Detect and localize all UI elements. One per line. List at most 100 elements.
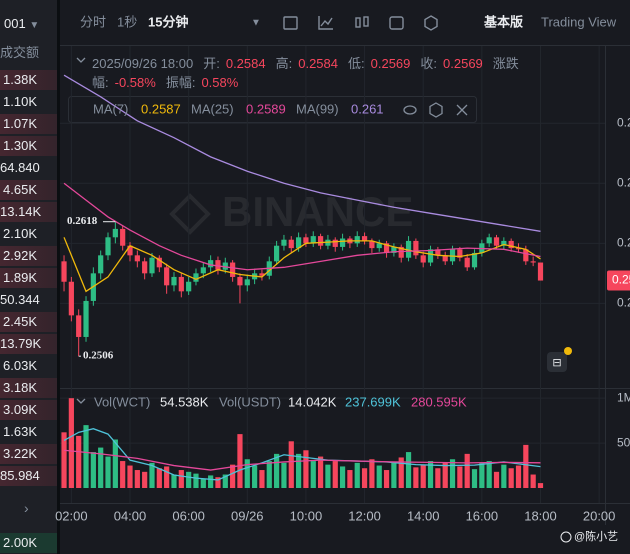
volume-bar bbox=[105, 456, 111, 488]
candle-body bbox=[376, 243, 382, 249]
volume-bar bbox=[339, 466, 346, 488]
icon-collapse[interactable] bbox=[76, 57, 86, 63]
candle-body bbox=[288, 239, 294, 249]
price-tag bbox=[607, 270, 630, 291]
expand-arrow[interactable]: › bbox=[24, 500, 29, 516]
icon-calendar[interactable] bbox=[283, 16, 298, 30]
volume-bar bbox=[391, 462, 397, 488]
volume-value: 64.840 bbox=[0, 160, 40, 175]
icon-collapse-vol[interactable] bbox=[76, 398, 86, 404]
candle-body bbox=[515, 248, 522, 250]
volume-bar bbox=[420, 464, 426, 488]
y-tick-label: 0.2550 bbox=[617, 296, 630, 310]
candle-body bbox=[237, 276, 243, 286]
volume-bar bbox=[252, 465, 258, 488]
ma-legend-name: MA(25) bbox=[191, 101, 234, 116]
volume-bar bbox=[295, 453, 302, 488]
column-header: 成交额 bbox=[0, 45, 40, 60]
version-tab[interactable]: 基本版 bbox=[483, 14, 523, 29]
ma-legend-value: 0.2587 bbox=[141, 101, 181, 116]
candle-body bbox=[208, 260, 214, 268]
candle-body bbox=[134, 255, 140, 262]
candle-body bbox=[68, 281, 74, 316]
icon-close[interactable] bbox=[456, 104, 468, 116]
volume-value: 6.03K bbox=[3, 358, 37, 373]
info-bar: 2025/09/26 18:00 开: 0.2584 高: 0.2584 低: 0.2569… bbox=[92, 54, 562, 92]
floating-button[interactable] bbox=[547, 352, 567, 372]
volume-bar bbox=[288, 441, 294, 488]
volume-bar bbox=[259, 470, 265, 488]
floating-button-icon: ⊟ bbox=[552, 357, 561, 369]
watermark-logo bbox=[169, 193, 211, 235]
candle-body bbox=[449, 249, 456, 262]
volume-bar bbox=[442, 462, 448, 488]
volume-bar bbox=[398, 457, 404, 488]
volume-bar bbox=[361, 468, 368, 488]
ma-line bbox=[63, 237, 541, 293]
x-tick-label: 04:00 bbox=[114, 508, 147, 523]
volume-bar bbox=[310, 461, 316, 488]
credit-icon bbox=[560, 531, 572, 543]
dropdown-icon[interactable]: ▼ bbox=[251, 18, 261, 29]
volume-value: 50.344 bbox=[0, 292, 40, 307]
ma-line bbox=[63, 449, 541, 471]
icon-settings-hex[interactable] bbox=[429, 102, 443, 118]
interval-tab[interactable]: 分时 bbox=[80, 14, 106, 29]
x-tick-label: 14:00 bbox=[407, 508, 440, 523]
candle-body bbox=[149, 257, 155, 274]
volume-bar bbox=[98, 447, 104, 488]
icon-candles[interactable] bbox=[355, 17, 361, 28]
icon-eye[interactable] bbox=[403, 105, 417, 115]
vol-tick-label: 500K bbox=[617, 435, 630, 449]
volume-bar bbox=[68, 398, 74, 488]
x-tick-label: 10:00 bbox=[290, 508, 323, 523]
volume-bar bbox=[457, 466, 463, 488]
interval-tab[interactable]: 15分钟 bbox=[148, 14, 188, 29]
volume-value: 13.79K bbox=[0, 334, 57, 354]
info-label: 高: bbox=[275, 56, 293, 71]
volume-bar bbox=[149, 462, 155, 488]
candle-body bbox=[120, 228, 126, 246]
volume-bar bbox=[76, 435, 82, 488]
vol-legend: 54.538K bbox=[160, 394, 209, 409]
footer-value: 2.00K bbox=[0, 533, 57, 553]
candle-body bbox=[127, 245, 133, 256]
x-tick-label: 20:00 bbox=[583, 508, 616, 523]
volume-bar bbox=[508, 468, 514, 488]
interval-tab[interactable]: 1秒 bbox=[117, 14, 137, 29]
info-label: 开: bbox=[203, 56, 220, 71]
candle-body bbox=[420, 255, 426, 263]
vol-legend: Vol(WCT) bbox=[94, 394, 150, 409]
icon-indicator[interactable] bbox=[318, 16, 333, 30]
volume-bar bbox=[134, 470, 140, 488]
ma-legend-icons bbox=[76, 57, 468, 404]
volume-bar bbox=[156, 468, 162, 488]
volume-bar bbox=[120, 461, 126, 488]
volume-bar bbox=[435, 468, 441, 488]
left-panel: 001 ▼ 成交额 › 2.00K 1.38K 1.10K 1.07K 1.30K 64… bbox=[0, 0, 57, 554]
candle-body bbox=[274, 245, 280, 262]
volume-bar bbox=[413, 467, 419, 488]
candle-body bbox=[361, 236, 368, 241]
volume-bar bbox=[237, 434, 243, 488]
icon-hex[interactable] bbox=[424, 15, 438, 31]
volume-bar bbox=[193, 473, 199, 488]
candle-body bbox=[98, 255, 104, 274]
candle-body bbox=[383, 243, 390, 253]
volume-bar bbox=[112, 439, 118, 488]
candle-body bbox=[442, 255, 448, 262]
icon-settings[interactable] bbox=[389, 16, 404, 30]
candle-body bbox=[222, 262, 228, 270]
version-tab[interactable]: Trading View bbox=[541, 14, 617, 29]
volume-bar bbox=[208, 475, 214, 488]
info-value: 0.2584 bbox=[225, 56, 266, 71]
candle-body bbox=[303, 237, 309, 244]
volume-bar bbox=[171, 474, 177, 488]
y-tick-label: 0.2650 bbox=[617, 175, 630, 189]
volume-value: 2.92K bbox=[0, 246, 57, 266]
symbol[interactable]: 001 ▼ bbox=[4, 16, 40, 31]
toolbar-icons bbox=[283, 15, 438, 31]
divider bbox=[57, 0, 60, 554]
vol-ma-legend: 237.699K bbox=[345, 394, 401, 409]
